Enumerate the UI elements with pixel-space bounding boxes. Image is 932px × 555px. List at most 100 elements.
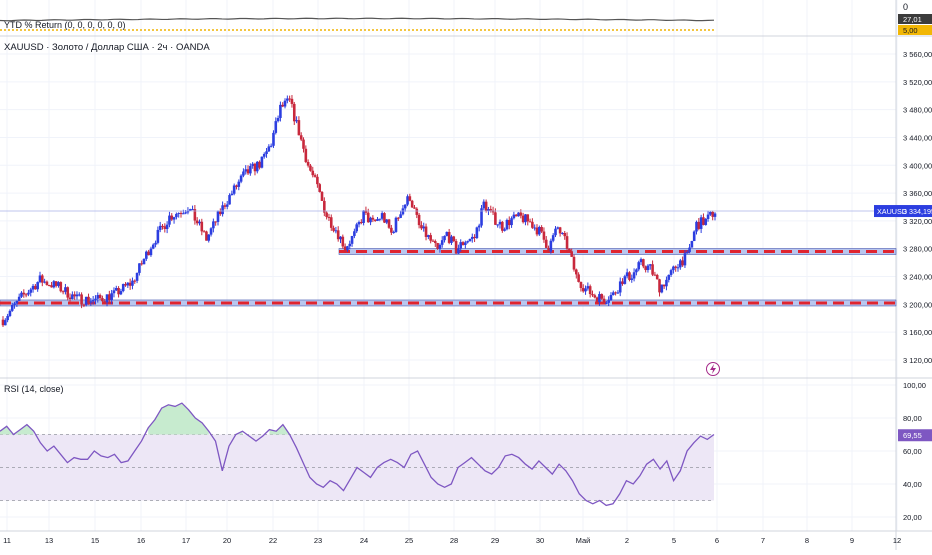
candle-bull	[538, 227, 541, 235]
candle-bull	[262, 154, 266, 157]
candle-bull	[443, 235, 446, 241]
candle-bull	[498, 221, 502, 225]
candle-bear	[628, 272, 631, 280]
candle-bull	[672, 266, 675, 271]
candle-bear	[547, 247, 550, 252]
candle-bear	[318, 184, 322, 192]
candle-bull	[182, 213, 185, 215]
candle-bull	[607, 300, 610, 303]
ytd-value-text-2: 5,00	[903, 26, 918, 35]
candle-bull	[27, 292, 30, 295]
candle-bull	[17, 296, 21, 301]
candle-bull	[121, 284, 125, 292]
candle-bull	[362, 210, 365, 223]
candle-bear	[54, 281, 58, 286]
candle-bull	[427, 235, 430, 237]
candle-bear	[133, 280, 137, 282]
candle-bull	[392, 231, 395, 233]
ytd-title[interactable]: YTD % Return (0, 0, 0, 0, 0, 0)	[4, 20, 126, 30]
price-tick-label: 3 320,000	[903, 217, 932, 226]
candle-bull	[237, 181, 241, 187]
candle-bear	[311, 170, 315, 176]
ytd-value-text: 27,01	[903, 15, 922, 24]
candle-bear	[588, 286, 592, 295]
candle-bull	[43, 281, 46, 283]
candle-bull	[561, 232, 564, 234]
candle-bull	[709, 211, 712, 215]
candle-bull	[38, 275, 42, 283]
candle-bear	[540, 227, 543, 232]
candle-bear	[390, 227, 393, 233]
candle-bull	[353, 231, 356, 236]
candle-bull	[517, 212, 520, 217]
candle-bull	[630, 278, 634, 280]
candle-bear	[366, 212, 370, 223]
rsi-title[interactable]: RSI (14, close)	[4, 384, 64, 394]
candle-bear	[329, 217, 333, 228]
candle-bear	[297, 120, 301, 136]
candle-bull	[487, 209, 490, 211]
candle-bull	[524, 214, 527, 223]
candle-bear	[461, 242, 465, 245]
candle-bear	[82, 304, 86, 306]
candle-bear	[246, 169, 250, 174]
candle-bear	[662, 284, 666, 287]
candle-bull	[119, 291, 123, 295]
candle-bear	[373, 219, 377, 221]
candle-bear	[45, 281, 49, 286]
candle-bull	[57, 282, 60, 286]
candle-bull	[255, 161, 259, 172]
candle-bear	[507, 219, 511, 226]
candle-bear	[290, 98, 294, 104]
candle-bear	[489, 209, 493, 211]
candle-bull	[457, 248, 460, 254]
time-tick-label: 6	[715, 536, 719, 545]
time-tick-label: 15	[91, 536, 99, 545]
candle-bull	[112, 290, 116, 294]
time-tick-label: 24	[360, 536, 368, 545]
candle-bull	[496, 224, 500, 226]
candle-bear	[47, 285, 51, 287]
candle-bull	[209, 228, 213, 235]
time-tick-label: 28	[450, 536, 458, 545]
candle-bear	[1, 319, 5, 326]
candle-bull	[276, 117, 280, 122]
candle-bear	[124, 284, 127, 286]
candle-bear	[371, 217, 375, 220]
time-tick-label: 8	[805, 536, 809, 545]
candle-bear	[514, 214, 518, 217]
candle-bull	[695, 221, 698, 232]
candle-bear	[24, 294, 28, 296]
time-tick-label: 16	[137, 536, 145, 545]
candle-bear	[651, 264, 654, 275]
candle-bear	[336, 230, 340, 240]
candle-bull	[20, 292, 23, 297]
candle-bear	[101, 298, 104, 302]
candle-bear	[332, 227, 335, 231]
candle-bull	[131, 280, 134, 286]
candle-bull	[10, 305, 14, 311]
candle-bull	[660, 284, 664, 293]
candle-bull	[158, 225, 162, 230]
candle-bull	[91, 300, 95, 302]
candle-bear	[614, 292, 617, 294]
candle-bull	[230, 193, 234, 196]
candle-bear	[568, 248, 571, 252]
candle-bull	[699, 217, 703, 229]
candle-bull	[175, 213, 178, 218]
time-tick-label: 9	[850, 536, 854, 545]
candle-bull	[438, 244, 442, 249]
candle-bear	[501, 221, 504, 231]
candle-bull	[242, 171, 245, 176]
candle-bear	[68, 297, 72, 300]
candle-bear	[304, 148, 308, 162]
candle-bear	[364, 210, 368, 213]
main-title[interactable]: XAUUSD · Золото / Доллар США · 2ч · OAND…	[4, 42, 210, 53]
time-tick-label: 23	[314, 536, 322, 545]
candle-bull	[168, 215, 171, 225]
support-levels[interactable]	[0, 248, 897, 307]
candle-bull	[110, 293, 113, 301]
time-tick-label: 17	[182, 536, 190, 545]
